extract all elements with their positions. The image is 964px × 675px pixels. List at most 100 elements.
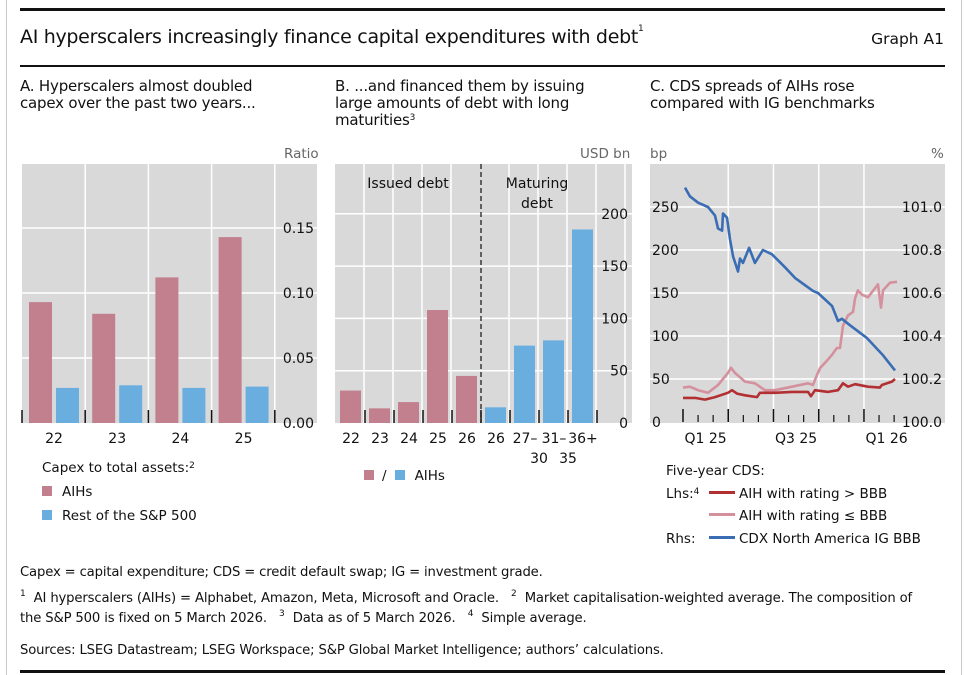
panel-b-bar-issued (427, 310, 448, 423)
panel-b-annotation-maturing-2: debt (521, 196, 553, 212)
panel-c-right-ytick-label: 100.2 (902, 372, 942, 388)
panel-a-unit: Ratio (284, 146, 319, 162)
panel-c-right-ytick-label: 100.0 (902, 415, 942, 431)
panel-a-title: A. Hyperscalers almost doubled capex ove… (20, 78, 256, 112)
panel-b-ytick-label: 200 (601, 207, 628, 223)
panel-b-xtick-label: 23 (371, 431, 389, 447)
panel-b-unit: USD bn (580, 146, 631, 162)
page-border-left (6, 0, 7, 675)
bottom-rule (20, 670, 945, 673)
panel-b-xtick-label-line2: 35 (559, 451, 577, 467)
panel-c-title: C. CDS spreads of AIHs rose compared wit… (650, 78, 875, 112)
panel-b-bar-maturing (572, 229, 593, 423)
footer-notes-line1: 1 AI hyperscalers (AIHs) = Alphabet, Ama… (20, 589, 912, 606)
panel-b-xtick-label: 27– (513, 431, 538, 447)
panel-a-bar-aihs (155, 277, 179, 423)
panel-b-bar-maturing (514, 345, 535, 423)
page-border-right (961, 0, 962, 675)
legend-item-rest: Rest of the S&P 500 (42, 504, 197, 528)
title-rule (20, 65, 945, 67)
panel-b-title-footnote: 3 (409, 113, 416, 123)
panel-c-legend-title: Five-year CDS: (666, 463, 765, 479)
panel-c-left-ytick-label: 0 (652, 415, 661, 431)
panel-b-bar-issued (398, 402, 419, 423)
panel-c-series-line-0 (683, 378, 896, 401)
top-rule (20, 8, 945, 11)
panel-b-title: B. ...and financed them by issuing large… (335, 77, 585, 129)
legend-label-rest: Rest of the S&P 500 (62, 508, 197, 524)
panel-b-ytick-label: 0 (619, 416, 628, 432)
panel-c-xtick-label: Q1 25 (685, 431, 727, 447)
panel-c-left-ytick-label: 250 (652, 200, 679, 216)
panel-b-xtick-label: 22 (342, 431, 360, 447)
panel-b-bar-maturing (543, 340, 564, 423)
panel-b-xtick-label: 36+ (568, 431, 598, 447)
legend-separator: / (382, 468, 387, 484)
panel-a-legend-title: Capex to total assets: (42, 460, 190, 476)
panel-c-right-ytick-label: 100.8 (902, 243, 942, 259)
panel-b-annotation-issued: Issued debt (367, 176, 449, 192)
footnote-2b: the S&P 500 is fixed on 5 March 2026. (20, 611, 267, 626)
legend-item-aihs: AIHs (42, 480, 197, 504)
legend-lhs-footnote: 4 (693, 486, 700, 497)
panel-b-ytick-label: 100 (601, 311, 628, 327)
panel-b-ytick-label: 50 (610, 364, 628, 380)
legend-item-le-bbb: AIH with rating ≤ BBB (666, 505, 921, 528)
panel-b-chart: 0 50 100 150 200 22 23 24 25 26 26 27– 30 31– 35 36+ Iss… (335, 164, 632, 467)
panel-b-bar-issued (340, 390, 361, 423)
panel-a-bar-rest (119, 385, 143, 423)
panel-a-bar-aihs (92, 313, 116, 423)
legend-line-above-bbb (709, 490, 735, 494)
panel-a-bar-rest (182, 387, 206, 423)
panel-a-title-line1: A. Hyperscalers almost doubled (20, 77, 253, 95)
graph-title-footnote: 1 (638, 24, 644, 34)
panel-a-bar-rest (56, 387, 79, 423)
footnote-3: Data as of 5 March 2026. (292, 611, 456, 626)
panel-c-chart: 0 50 100 150 200 250 100.0 100.2 100.4 100.6 100.8… (650, 164, 945, 447)
panel-b-xtick-label: 25 (429, 431, 447, 447)
panel-a-ytick-label: 0.10 (283, 286, 314, 302)
panel-a-bar-rest (245, 386, 269, 423)
legend-label-aihs: AIHs (62, 484, 93, 500)
charts-canvas: 0.00 0.05 0.10 0.15 22 23 24 25 0 50 100 150 200 22 2… (21, 164, 945, 467)
legend-swatch-rest (42, 510, 52, 520)
panel-c-xtick-label: Q3 25 (775, 431, 817, 447)
legend-label-cdx: CDX North America IG BBB (739, 530, 921, 547)
footnote-4: Simple average. (481, 611, 587, 626)
panel-b-bar-issued (456, 375, 477, 423)
legend-swatch-issued (364, 470, 374, 480)
legend-swatch-aihs (42, 486, 52, 496)
footnote-2-marker: 2 (511, 589, 517, 599)
panel-c-series-line-2 (683, 186, 897, 372)
panel-b-bar-maturing (485, 407, 506, 423)
footer-abbreviations: Capex = capital expenditure; CDS = credi… (20, 565, 543, 580)
legend-label-le-bbb: AIH with rating ≤ BBB (739, 508, 888, 524)
footnote-1: AI hyperscalers (AIHs) = Alphabet, Amazo… (33, 591, 499, 606)
panel-a-ytick-label: 0.15 (283, 221, 314, 237)
panel-c-title-line1: C. CDS spreads of AIHs rose (650, 77, 855, 95)
panel-b-bar-issued (369, 408, 390, 423)
footer-sources: Sources: LSEG Datastream; LSEG Workspace… (20, 643, 664, 658)
panel-a-title-line2: capex over the past two years... (20, 94, 256, 112)
legend-swatch-maturing (394, 470, 405, 480)
panel-c-left-ytick-label: 200 (652, 243, 679, 259)
panel-a-ytick-label: 0.00 (283, 416, 314, 432)
footer-notes-line2: the S&P 500 is fixed on 5 March 2026. 3 … (20, 609, 587, 626)
panel-c-right-unit: % (931, 146, 944, 162)
legend-rhs-label: Rhs: (666, 530, 696, 547)
legend-lhs-label: Lhs: (666, 485, 694, 502)
panel-a-xtick-label: 23 (108, 431, 126, 447)
legend-label-above-bbb: AIH with rating > BBB (739, 485, 888, 502)
graph-title-text: AI hyperscalers increasingly finance cap… (20, 26, 638, 48)
panel-b-title-line1: B. ...and financed them by issuing (335, 77, 585, 95)
panel-b-xtick-label: 26 (458, 431, 476, 447)
footnote-3-marker: 3 (279, 609, 285, 619)
legend-line-cdx (709, 535, 735, 539)
panel-c-left-ytick-label: 150 (652, 286, 679, 302)
panel-a-ytick-label: 0.05 (283, 351, 314, 367)
panel-c-series-line-1 (682, 280, 898, 395)
panel-b-ytick-label: 150 (601, 259, 628, 275)
panel-c-right-ytick-label: 100.4 (902, 329, 942, 345)
legend-item-cdx: Rhs: CDX North America IG BBB (666, 528, 921, 551)
panel-b-legend: / AIHs (364, 468, 445, 484)
